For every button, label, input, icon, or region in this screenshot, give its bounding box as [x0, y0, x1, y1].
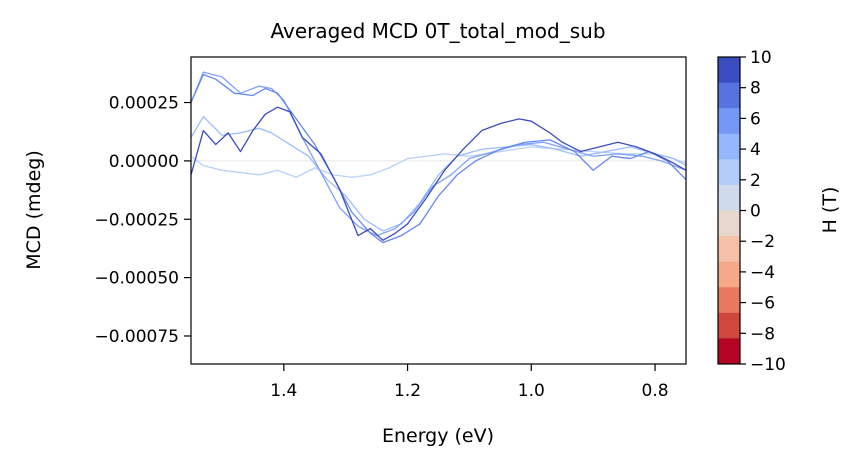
- x-tick-label: 1.4: [270, 381, 297, 401]
- colorbar-segment: [718, 261, 740, 288]
- colorbar-segment: [718, 287, 740, 314]
- x-axis-label: Energy (eV): [382, 425, 494, 447]
- colorbar-segment: [718, 159, 740, 186]
- y-axis-ticks: 0.00025 0.00000 −0.00025 −0.00050 −0.00075: [94, 94, 191, 347]
- series-line-4: [191, 73, 686, 244]
- colorbar-tick-label: 8: [750, 79, 761, 99]
- colorbar-segments: [718, 57, 740, 365]
- series-line-5: [191, 106, 686, 241]
- y-tick-label: 0.00025: [109, 94, 179, 114]
- series-line-3: [191, 71, 686, 237]
- colorbar-ticks: 10 8 6 4 2 0 −2 −4 −6 −8 −10: [740, 48, 786, 375]
- colorbar-segment: [718, 236, 740, 263]
- x-tick-label: 0.8: [642, 381, 669, 401]
- plot-area: [190, 56, 687, 365]
- colorbar-segment: [718, 312, 740, 339]
- y-tick-label: −0.00050: [94, 269, 179, 289]
- colorbar-segment: [718, 57, 740, 83]
- y-tick-label: 0.00000: [109, 152, 179, 172]
- colorbar: 10 8 6 4 2 0 −2 −4 −6 −8 −10 H (T): [717, 48, 841, 375]
- colorbar-segment: [718, 133, 740, 160]
- colorbar-tick-label: 2: [750, 171, 761, 191]
- colorbar-tick-label: 4: [750, 140, 761, 160]
- plot-frame: [190, 56, 687, 365]
- x-tick-label: 1.0: [518, 381, 545, 401]
- colorbar-tick-label: −4: [750, 263, 775, 283]
- series-line-1: [191, 146, 686, 178]
- colorbar-segment: [718, 184, 740, 211]
- colorbar-tick-label: 6: [750, 109, 761, 129]
- y-axis-label: MCD (mdeg): [23, 150, 45, 269]
- series-layer: [191, 71, 686, 244]
- series-line-2: [191, 115, 686, 232]
- x-tick-label: 1.2: [394, 381, 421, 401]
- colorbar-label: H (T): [819, 187, 841, 234]
- x-axis-ticks: 1.4 1.2 1.0 0.8: [270, 364, 669, 401]
- colorbar-tick-label: 10: [750, 48, 772, 68]
- colorbar-segment: [718, 210, 740, 237]
- colorbar-segment: [718, 108, 740, 135]
- colorbar-segment: [718, 82, 740, 109]
- colorbar-tick-label: −6: [750, 294, 775, 314]
- colorbar-tick-label: −2: [750, 232, 775, 252]
- colorbar-tick-label: −10: [750, 355, 786, 375]
- y-tick-label: −0.00075: [94, 327, 179, 347]
- colorbar-segment: [718, 338, 740, 365]
- colorbar-tick-label: 0: [750, 202, 761, 222]
- colorbar-tick-label: −8: [750, 324, 775, 344]
- chart-title: Averaged MCD 0T_total_mod_sub: [270, 19, 605, 43]
- y-tick-label: −0.00025: [94, 210, 179, 230]
